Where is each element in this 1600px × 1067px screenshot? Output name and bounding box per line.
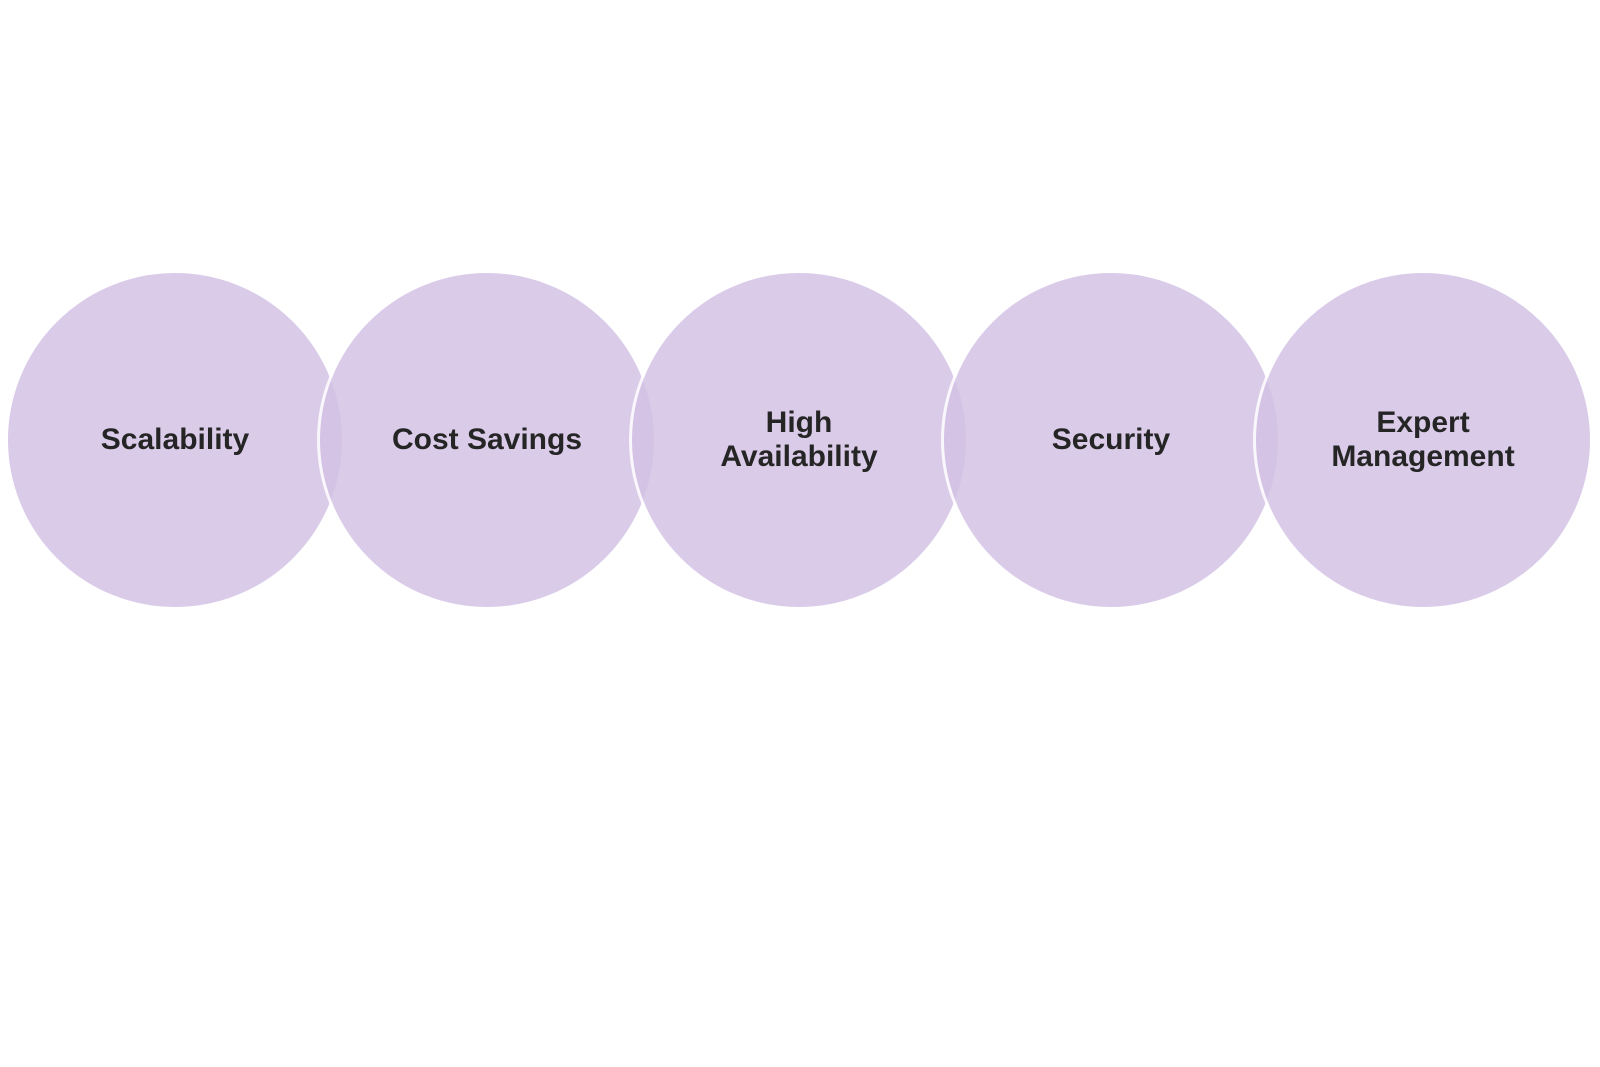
circle-cost-savings: Cost Savings [317,270,657,610]
circle-label: Scalability [83,423,267,458]
circle-security: Security [941,270,1281,610]
circle-label: Cost Savings [374,423,600,458]
circle-expert-management: Expert Management [1253,270,1593,610]
circle-high-availability: High Availability [629,270,969,610]
circle-label: Security [1034,423,1188,458]
circle-label: High Availability [702,406,895,475]
circle-scalability: Scalability [5,270,345,610]
circle-label: Expert Management [1313,406,1532,475]
diagram-stage: Scalability Cost Savings High Availabili… [0,0,1600,1067]
